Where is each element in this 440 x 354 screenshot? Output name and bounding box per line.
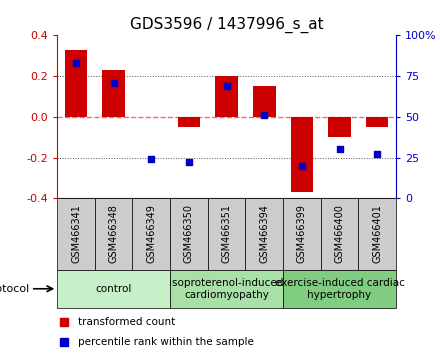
- Bar: [103, 70, 125, 117]
- Point: [374, 152, 381, 157]
- Text: transformed count: transformed count: [77, 317, 175, 327]
- Text: percentile rank within the sample: percentile rank within the sample: [77, 337, 253, 348]
- Text: protocol: protocol: [0, 284, 29, 294]
- Bar: [253, 86, 275, 117]
- Text: GSM466350: GSM466350: [184, 204, 194, 263]
- Point: [336, 147, 343, 152]
- Bar: [178, 117, 200, 127]
- Point: [73, 60, 80, 66]
- Text: control: control: [95, 284, 132, 294]
- Text: isoproterenol-induced
cardiomyopathy: isoproterenol-induced cardiomyopathy: [169, 278, 284, 299]
- Bar: [95, 198, 132, 270]
- Text: GSM466348: GSM466348: [109, 205, 119, 263]
- Point: [148, 156, 155, 162]
- Bar: [170, 198, 208, 270]
- Point: [261, 112, 268, 118]
- Point: [185, 160, 192, 165]
- Text: GSM466351: GSM466351: [222, 204, 231, 263]
- Bar: [366, 117, 389, 127]
- Bar: [246, 198, 283, 270]
- Bar: [321, 198, 358, 270]
- Point: [298, 163, 305, 169]
- Text: GSM466394: GSM466394: [259, 205, 269, 263]
- Bar: [57, 198, 95, 270]
- Bar: [328, 117, 351, 137]
- Text: GSM466400: GSM466400: [334, 205, 345, 263]
- Bar: [358, 198, 396, 270]
- Text: exercise-induced cardiac
hypertrophy: exercise-induced cardiac hypertrophy: [275, 278, 404, 299]
- Bar: [132, 198, 170, 270]
- Text: GSM466399: GSM466399: [297, 205, 307, 263]
- Bar: [290, 117, 313, 192]
- Bar: [283, 198, 321, 270]
- Bar: [208, 198, 246, 270]
- Bar: [215, 76, 238, 117]
- Text: GSM466349: GSM466349: [147, 205, 156, 263]
- Bar: [170, 270, 283, 308]
- Bar: [65, 50, 87, 117]
- Point: [223, 83, 230, 89]
- Point: [110, 80, 117, 85]
- Bar: [57, 270, 170, 308]
- Title: GDS3596 / 1437996_s_at: GDS3596 / 1437996_s_at: [130, 16, 323, 33]
- Bar: [283, 270, 396, 308]
- Text: GSM466341: GSM466341: [71, 205, 81, 263]
- Text: GSM466401: GSM466401: [372, 205, 382, 263]
